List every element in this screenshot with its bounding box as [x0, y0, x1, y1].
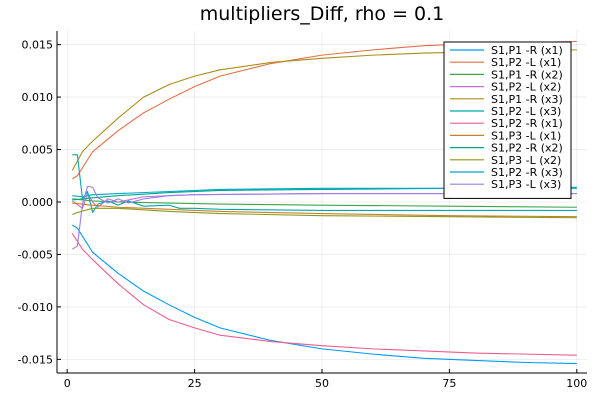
- legend: S1,P1 -R (x1)S1,P2 -L (x1)S1,P1 -R (x2)S…: [443, 41, 572, 199]
- series-line-11: [72, 187, 577, 198]
- series-line-3: [72, 198, 577, 208]
- x-tick-label: 25: [188, 377, 202, 390]
- y-tick-label: 0.015: [22, 39, 54, 52]
- y-tick-label: 0.000: [22, 196, 54, 209]
- legend-label: S1,P2 -L (x3): [491, 105, 561, 118]
- y-tick-label: -0.010: [18, 301, 53, 314]
- legend-label: S1,P2 -R (x1): [491, 117, 563, 130]
- y-tick-label: -0.005: [18, 248, 53, 261]
- series-line-7: [71, 233, 577, 356]
- y-tick-label: -0.015: [18, 353, 53, 366]
- y-tick-label: 0.005: [22, 144, 54, 157]
- series-line-12: [72, 185, 577, 250]
- x-tick-label: 75: [442, 377, 456, 390]
- series-line-1: [72, 224, 577, 365]
- legend-label: S1,P1 -R (x2): [491, 68, 563, 81]
- legend-label: S1,P3 -L (x2): [491, 154, 561, 167]
- x-tick-label: 100: [566, 377, 587, 390]
- plot-frame: [56, 31, 587, 374]
- tick-labels: 0 25 50 75 100 -0.015 -0.010 -0.005 0.000 0.005 0.…: [18, 39, 588, 390]
- x-tick-label: 50: [315, 377, 329, 390]
- series-line-10: [72, 207, 577, 219]
- legend-label: S1,P2 -R (x2): [491, 142, 563, 155]
- y-tick-label: 0.010: [22, 91, 54, 104]
- legend-label: S1,P2 -L (x1): [491, 56, 561, 69]
- legend-label: S1,P3 -L (x1): [491, 129, 561, 142]
- series-line-8: [72, 202, 577, 218]
- legend-label: S1,P2 -L (x2): [491, 81, 561, 94]
- legend-label: S1,P1 -R (x1): [491, 44, 563, 57]
- legend-label: S1,P3 -L (x3): [491, 178, 561, 191]
- x-tick-label: 0: [64, 377, 71, 390]
- legend-label: S1,P2 -R (x3): [491, 166, 563, 179]
- legend-label: S1,P1 -R (x3): [491, 93, 563, 106]
- chart-title: multipliers_Diff, rho = 0.1: [200, 3, 445, 25]
